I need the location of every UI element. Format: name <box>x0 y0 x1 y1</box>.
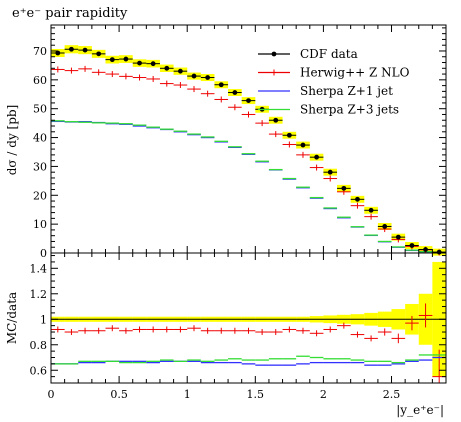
ratio-y-tick-label: 0.8 <box>30 339 48 352</box>
data-point <box>150 61 156 67</box>
x-tick-label: 1 <box>184 388 191 401</box>
y-tick-label: 20 <box>33 189 47 202</box>
y-tick-label: 30 <box>33 160 47 173</box>
data-point <box>205 75 211 80</box>
data-point <box>423 247 428 252</box>
data-point <box>314 154 320 160</box>
data-point <box>300 142 306 148</box>
x-tick-label: 0.5 <box>110 388 128 401</box>
data-point <box>137 60 142 66</box>
x-tick-label: 2.5 <box>383 388 401 401</box>
data-point <box>164 65 170 71</box>
ratio-axis-ticks: 0.6 0.8 1 1.2 1.4 0 0.5 1 1.5 2 2.5 <box>30 253 446 401</box>
main-axis-ticks: 0 10 20 30 40 50 60 70 <box>33 25 446 260</box>
ratio-y-tick-label: 1 <box>40 313 47 326</box>
legend-label: Sherpa Z+1 jet <box>300 84 393 98</box>
legend-label: CDF data <box>300 47 358 61</box>
data-point <box>109 57 115 63</box>
data-point <box>232 90 238 95</box>
data-point <box>341 185 347 191</box>
data-point <box>123 56 129 62</box>
x-tick-label: 1.5 <box>247 388 265 401</box>
legend-marker <box>271 51 277 57</box>
y-tick-label: 70 <box>33 45 47 58</box>
y-tick-label: 60 <box>33 74 47 87</box>
data-point <box>327 169 333 175</box>
data-point <box>286 132 292 138</box>
data-point <box>273 117 279 123</box>
main-series <box>51 46 446 256</box>
ratio-y-tick-label: 0.6 <box>30 364 48 377</box>
data-point <box>246 98 251 104</box>
x-axis-label: |y_e⁺e⁻| <box>396 403 444 417</box>
data-point <box>382 224 388 229</box>
legend-label: Sherpa Z+3 jets <box>300 103 399 117</box>
data-point <box>69 46 74 52</box>
data-point <box>82 47 88 53</box>
y-tick-label: 0 <box>40 247 47 260</box>
data-point <box>395 234 401 240</box>
chart-title: e⁺e⁻ pair rapidity <box>12 6 128 21</box>
data-point <box>96 51 102 57</box>
data-point <box>55 50 61 56</box>
ratio-y-tick-label: 1.2 <box>30 288 48 301</box>
y-tick-label: 10 <box>33 218 47 231</box>
data-point <box>355 196 360 202</box>
ratio-y-tick-label: 1.4 <box>30 262 48 275</box>
data-point <box>177 68 183 74</box>
y-axis-label: dσ / dy [pb] <box>5 105 19 176</box>
data-point <box>436 249 442 255</box>
ratio-panel-frame <box>50 252 447 384</box>
data-point <box>409 243 415 248</box>
data-point <box>218 82 224 88</box>
legend-label: Herwig++ Z NLO <box>300 66 410 80</box>
legend: CDF data Herwig++ Z NLO Sherpa Z+1 jet Sher… <box>258 47 410 117</box>
data-point <box>368 207 374 213</box>
data-point <box>191 73 197 79</box>
ratio-y-axis-label: MC/data <box>5 292 19 344</box>
x-tick-label: 0 <box>48 388 55 401</box>
x-tick-label: 2 <box>320 388 327 401</box>
y-tick-label: 50 <box>33 103 47 116</box>
y-tick-label: 40 <box>33 132 47 145</box>
ratio-series <box>51 303 446 383</box>
